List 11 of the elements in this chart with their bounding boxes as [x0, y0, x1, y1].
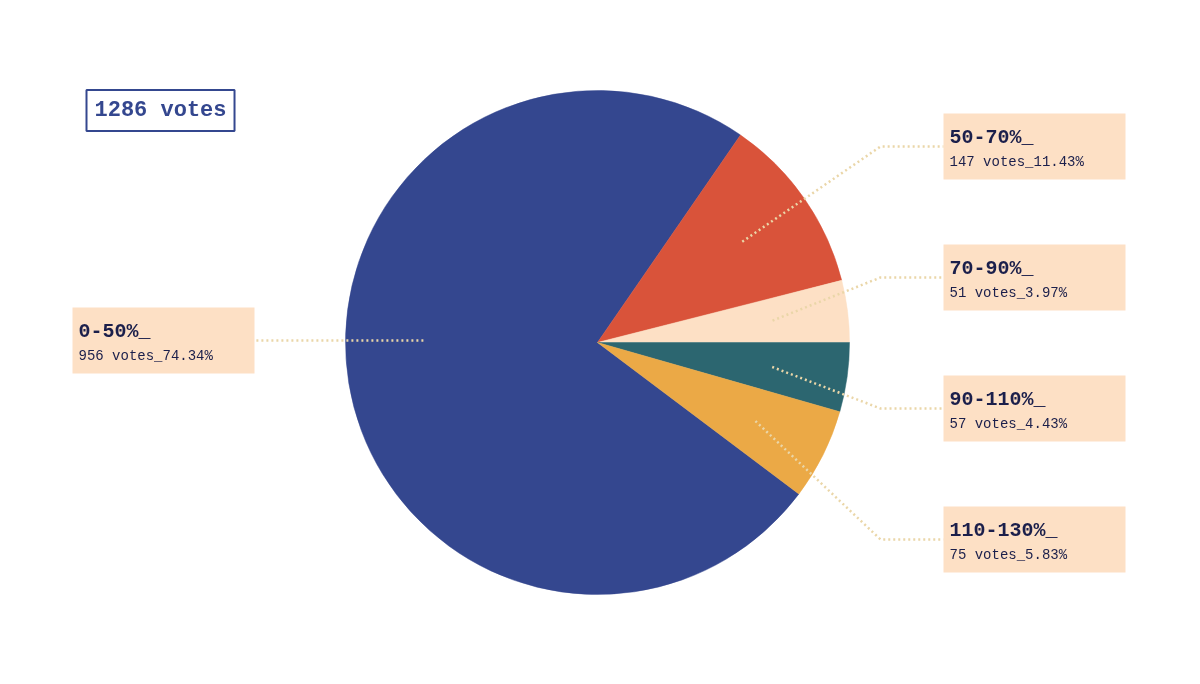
- slice-label: 50-70%_: [949, 126, 1035, 149]
- data-label: 147 votes_11.43%: [949, 153, 1085, 170]
- chart-title: 1286 votes: [94, 98, 227, 123]
- slice-label: 0-50%_: [78, 320, 152, 343]
- slice-label: 70-90%_: [949, 257, 1035, 280]
- slice-label: 110-130%_: [949, 519, 1059, 542]
- data-label: 57 votes_4.43%: [949, 415, 1068, 432]
- data-label: 51 votes_3.97%: [949, 284, 1068, 301]
- data-label: 956 votes_74.34%: [78, 347, 214, 364]
- data-label: 75 votes_5.83%: [949, 546, 1068, 563]
- slice-label: 90-110%_: [949, 388, 1047, 411]
